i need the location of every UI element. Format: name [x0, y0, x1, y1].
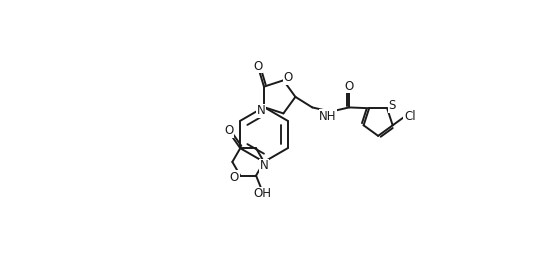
Text: OH: OH	[254, 187, 272, 200]
Text: O: O	[345, 80, 354, 93]
Text: O: O	[230, 171, 239, 184]
Text: O: O	[225, 124, 234, 137]
Text: N: N	[256, 104, 265, 117]
Text: O: O	[283, 71, 293, 84]
Text: NH: NH	[320, 110, 337, 123]
Text: S: S	[388, 99, 395, 112]
Text: Cl: Cl	[404, 110, 416, 123]
Text: N: N	[260, 159, 268, 172]
Text: O: O	[253, 59, 262, 73]
